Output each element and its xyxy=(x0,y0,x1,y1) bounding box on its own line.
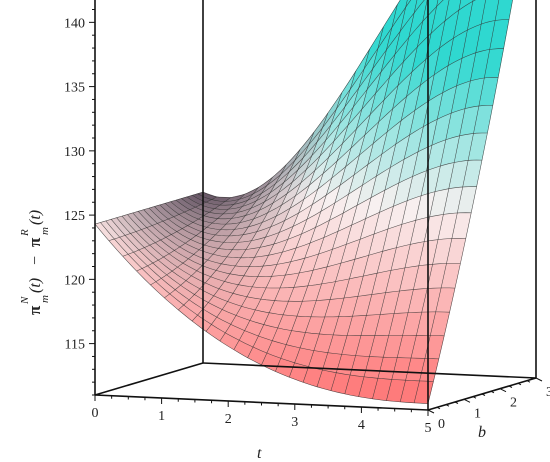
x-tick-label: 1 xyxy=(158,409,165,424)
z-tick-label: 135 xyxy=(64,81,85,96)
mesh-line-const-t xyxy=(344,0,439,394)
mesh-line-const-t xyxy=(372,0,462,399)
mesh-line-const-t xyxy=(191,149,301,322)
mesh-line-const-t xyxy=(219,113,329,342)
x-tick-label: 3 xyxy=(291,415,298,430)
svg-text:m: m xyxy=(39,295,51,303)
y-tick-label: 3 xyxy=(546,385,550,400)
surface-patches xyxy=(94,0,513,404)
mesh-line-const-t xyxy=(330,0,428,391)
mesh-line-const-t xyxy=(316,0,418,387)
mesh-line-const-t xyxy=(94,191,204,225)
tick-mark xyxy=(463,398,471,403)
tick-mark xyxy=(508,385,513,388)
z-tick-label: 140 xyxy=(64,16,85,31)
mesh-line-const-t xyxy=(136,194,245,272)
mesh-line-const-t xyxy=(205,131,315,332)
x-axis-title: t xyxy=(257,445,262,462)
y-axis-title: b xyxy=(478,424,486,441)
svg-text:m: m xyxy=(39,227,51,235)
svg-text:R: R xyxy=(19,229,31,237)
z-axis-title: π N m (t) − π R m (t) xyxy=(19,210,51,315)
x-tick-label: 5 xyxy=(425,421,432,436)
tick-mark xyxy=(526,380,531,383)
z-tick-label: 115 xyxy=(65,338,85,353)
y-tick-label: 2 xyxy=(510,396,517,411)
tick-mark xyxy=(436,406,441,410)
mesh-line-const-t xyxy=(164,177,273,299)
box-edge xyxy=(202,362,537,379)
tick-mark xyxy=(427,409,435,414)
svg-text:π: π xyxy=(25,237,44,247)
mesh-line-const-t xyxy=(427,0,513,404)
mesh-line-const-t xyxy=(247,71,356,358)
y-tick-label: 0 xyxy=(438,417,445,432)
tick-mark xyxy=(517,382,522,386)
mesh-line-const-t xyxy=(302,0,408,383)
box-edge xyxy=(94,362,204,396)
svg-text:N: N xyxy=(19,296,31,305)
svg-text:(t): (t) xyxy=(27,210,44,225)
tick-mark xyxy=(481,393,486,396)
mesh-line-const-t xyxy=(178,164,287,311)
mesh-line-const-t xyxy=(108,196,218,241)
tick-mark xyxy=(445,404,450,407)
x-tick-label: 2 xyxy=(225,412,232,427)
tick-mark xyxy=(454,401,459,404)
mesh-line-const-t xyxy=(399,0,486,402)
mesh-line-const-t xyxy=(386,0,474,401)
x-tick-label: 0 xyxy=(92,406,99,421)
mesh-line-const-t xyxy=(150,187,259,286)
mesh-line-const-t xyxy=(358,0,450,397)
mesh-line-const-t xyxy=(122,197,231,257)
svg-text:(t): (t) xyxy=(27,278,44,293)
svg-text:−: − xyxy=(27,256,44,265)
z-tick-label: 130 xyxy=(64,145,85,160)
tick-mark xyxy=(472,396,477,399)
tick-mark xyxy=(535,377,543,382)
mesh-line-const-t xyxy=(289,4,398,378)
x-tick-label: 4 xyxy=(358,418,365,433)
mesh-line-const-t xyxy=(233,92,343,350)
mesh-line-const-t xyxy=(413,0,500,403)
tick-mark xyxy=(490,390,495,394)
y-tick-label: 1 xyxy=(474,406,481,421)
z-tick-label: 125 xyxy=(64,209,85,224)
mesh-line-const-t xyxy=(275,26,384,372)
surface-mesh xyxy=(94,0,513,404)
tick-mark xyxy=(499,388,507,393)
mesh-line-const-t xyxy=(261,49,370,366)
svg-text:π: π xyxy=(25,305,44,315)
z-tick-label: 120 xyxy=(64,273,85,288)
